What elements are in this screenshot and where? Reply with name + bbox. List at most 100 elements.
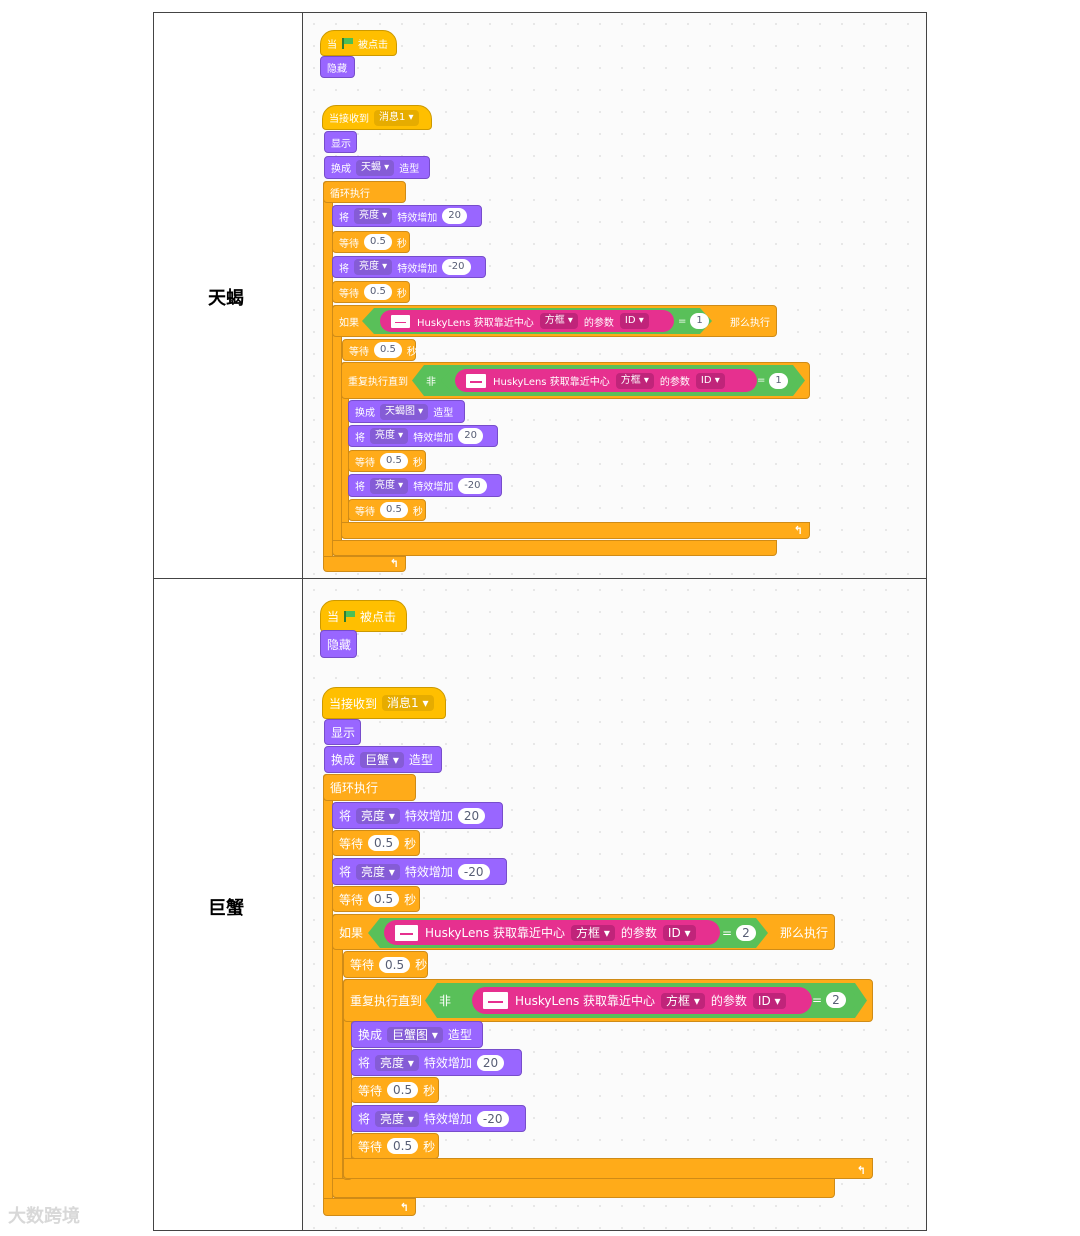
show-block[interactable]: 显示 [324, 131, 357, 153]
chevron-down-icon: ▾ [640, 374, 649, 386]
param-dropdown[interactable]: ID ▾ [695, 372, 725, 389]
wait-seconds-input[interactable]: 0.5 [364, 284, 392, 300]
when-receive-block[interactable]: 当接收到 消息1 ▾ [322, 687, 446, 719]
wait-seconds-input[interactable]: 0.5 [380, 453, 408, 469]
costume-dropdown[interactable]: 巨蟹图 ▾ [387, 1026, 443, 1043]
param-label: 的参数 [710, 994, 747, 1008]
wait-seconds-input[interactable]: 0.5 [380, 502, 408, 518]
costume-dropdown[interactable]: 天蝎 ▾ [356, 159, 395, 176]
chevron-down-icon: ▾ [379, 261, 388, 272]
hide-block[interactable]: 隐藏 [320, 56, 355, 78]
switch-suffix: 造型 [433, 408, 454, 419]
costume-dropdown[interactable]: 巨蟹 ▾ [360, 751, 404, 768]
effect-value-input[interactable]: -20 [457, 863, 490, 880]
frame-dropdown[interactable]: 方框 ▾ [539, 313, 578, 329]
message-dropdown[interactable]: 消息1 ▾ [374, 109, 419, 126]
wait-seconds-input[interactable]: 0.5 [368, 891, 400, 907]
switch-label: 换成 [358, 1028, 383, 1042]
wait-seconds-input[interactable]: 0.5 [374, 342, 402, 358]
show-block[interactable]: 显示 [324, 719, 361, 745]
id-value-input[interactable]: 1 [690, 313, 709, 329]
param-dropdown[interactable]: ID ▾ [662, 924, 696, 941]
wait-block[interactable]: 等待 0.5 秒 [332, 830, 420, 856]
when-flag-clicked-block[interactable]: 当 被点击 [320, 600, 407, 632]
switch-suffix: 造型 [399, 164, 420, 175]
repeat-until-end: ↰ [341, 522, 810, 539]
chevron-down-icon: ▾ [680, 925, 691, 940]
param-dropdown[interactable]: ID ▾ [752, 992, 786, 1009]
comparison-table [153, 12, 927, 1231]
switch-costume-block[interactable]: 换成 巨蟹 ▾ 造型 [324, 746, 442, 773]
change-effect-block[interactable]: 将亮度 ▾ 特效增加 20 [332, 205, 482, 227]
huskylens-reporter[interactable]: HuskyLens 获取靠近中心 方框 ▾ 的参数 ID ▾ [380, 310, 674, 332]
effect-dropdown[interactable]: 亮度 ▾ [370, 428, 409, 444]
wait-seconds-input[interactable]: 0.5 [387, 1082, 419, 1098]
effect-dropdown[interactable]: 亮度 ▾ [356, 807, 400, 824]
huskylens-reporter[interactable]: HuskyLens 获取靠近中心 方框 ▾ 的参数 ID ▾ [472, 987, 812, 1014]
effect-dropdown[interactable]: 亮度 ▾ [375, 1110, 419, 1127]
id-value-input[interactable]: 2 [736, 924, 756, 941]
wait-seconds-input[interactable]: 0.5 [364, 234, 392, 250]
effect-dropdown[interactable]: 亮度 ▾ [354, 259, 393, 275]
effect-value-input[interactable]: 20 [458, 428, 483, 444]
wait-block[interactable]: 等待 0.5 秒 [351, 1133, 439, 1159]
hide-block[interactable]: 隐藏 [320, 630, 357, 658]
wait-seconds-input[interactable]: 0.5 [379, 956, 411, 973]
switch-costume-block[interactable]: 换成 天蝎 ▾ 造型 [324, 156, 430, 179]
change-effect-block[interactable]: 将亮度 ▾ 特效增加 -20 [351, 1105, 526, 1132]
frame-dropdown[interactable]: 方框 ▾ [615, 372, 654, 389]
frame-dropdown[interactable]: 方框 ▾ [661, 992, 705, 1009]
change-effect-block[interactable]: 将亮度 ▾ 特效增加 20 [351, 1049, 522, 1076]
wait-block[interactable]: 等待 0.5 秒 [332, 281, 410, 303]
effect-value-input[interactable]: -20 [442, 259, 471, 275]
forever-loop-header[interactable]: 循环执行 [323, 181, 406, 203]
effect-dropdown[interactable]: 亮度 ▾ [375, 1054, 419, 1071]
change-effect-block[interactable]: 将亮度 ▾ 特效增加 20 [348, 425, 498, 447]
frame-dropdown[interactable]: 方框 ▾ [571, 924, 615, 941]
change-effect-block[interactable]: 将亮度 ▾ 特效增加 20 [332, 802, 503, 829]
wait-block[interactable]: 等待 0.5 秒 [343, 951, 428, 978]
change-effect-block[interactable]: 将亮度 ▾ 特效增加 -20 [332, 256, 486, 278]
param-label: 的参数 [620, 926, 657, 940]
repeat-until-label: 重复执行直到 [350, 994, 423, 1008]
effect-dropdown[interactable]: 亮度 ▾ [354, 208, 393, 224]
when-flag-clicked-block[interactable]: 当 被点击 [320, 30, 397, 56]
forever-loop-header[interactable]: 循环执行 [323, 774, 416, 801]
effect-value-input[interactable]: 20 [442, 208, 467, 224]
param-dropdown[interactable]: ID ▾ [619, 313, 649, 329]
wait-block[interactable]: 等待 0.5 秒 [342, 339, 417, 361]
if-suffix: 那么执行 [730, 317, 770, 329]
effect-value-input[interactable]: 20 [457, 807, 486, 824]
chevron-down-icon: ▾ [381, 161, 390, 173]
when-receive-block[interactable]: 当接收到 消息1 ▾ [322, 105, 432, 130]
switch-costume-block[interactable]: 换成 巨蟹图 ▾ 造型 [351, 1021, 483, 1048]
row-divider [153, 578, 927, 579]
costume-dropdown[interactable]: 天蝎图 ▾ [380, 403, 429, 420]
wait-block[interactable]: 等待 0.5 秒 [351, 1077, 439, 1103]
not-label: 非 [439, 994, 452, 1008]
loop-arrow-icon: ↰ [856, 1164, 866, 1177]
wait-seconds-input[interactable]: 0.5 [368, 835, 400, 851]
change-effect-block[interactable]: 将亮度 ▾ 特效增加 -20 [348, 474, 502, 497]
wait-block[interactable]: 等待 0.5 秒 [348, 499, 426, 521]
id-value-input[interactable]: 1 [769, 372, 788, 389]
effect-value-input[interactable]: -20 [476, 1110, 509, 1127]
wait-seconds-input[interactable]: 0.5 [387, 1138, 419, 1154]
id-value-input[interactable]: 2 [826, 992, 846, 1008]
chevron-down-icon: ▾ [415, 405, 424, 417]
wait-block[interactable]: 等待 0.5 秒 [332, 231, 410, 253]
wait-prefix: 等待 [355, 506, 375, 518]
change-effect-block[interactable]: 将亮度 ▾ 特效增加 -20 [332, 858, 507, 885]
effect-value-input[interactable]: -20 [458, 477, 487, 494]
effect-dropdown[interactable]: 亮度 ▾ [370, 477, 409, 494]
chevron-down-icon: ▾ [385, 808, 395, 823]
switch-costume-block[interactable]: 换成 天蝎图 ▾ 造型 [348, 400, 465, 423]
message-dropdown[interactable]: 消息1 ▾ [382, 695, 434, 711]
if-arm [332, 914, 343, 1198]
effect-dropdown[interactable]: 亮度 ▾ [356, 863, 400, 880]
effect-value-input[interactable]: 20 [476, 1054, 505, 1071]
wait-block[interactable]: 等待 0.5 秒 [348, 450, 426, 472]
wait-block[interactable]: 等待 0.5 秒 [332, 886, 420, 912]
huskylens-reporter[interactable]: HuskyLens 获取靠近中心 方框 ▾ 的参数 ID ▾ [384, 920, 720, 945]
huskylens-reporter[interactable]: HuskyLens 获取靠近中心 方框 ▾ 的参数 ID ▾ [455, 369, 757, 392]
